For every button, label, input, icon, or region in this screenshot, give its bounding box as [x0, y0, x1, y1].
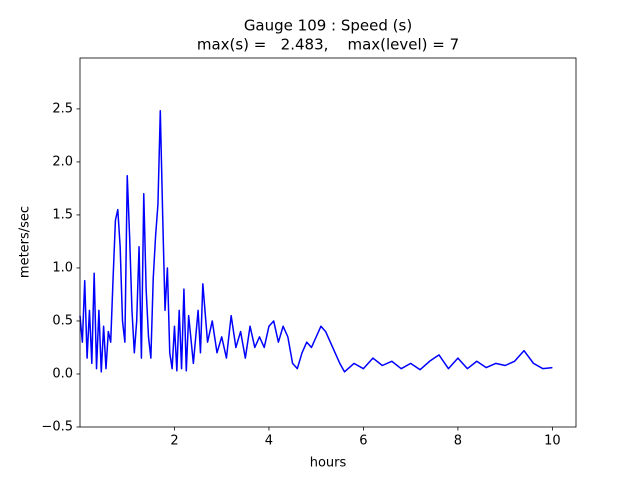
- chart-title: Gauge 109 : Speed (s): [244, 17, 412, 35]
- y-axis-label: meters/sec: [18, 206, 33, 278]
- x-axis-label: hours: [310, 456, 347, 471]
- x-tick-label: 10: [544, 434, 561, 449]
- x-tick-label: 6: [359, 434, 367, 449]
- y-tick-label: 0.0: [52, 366, 73, 381]
- y-tick-label: 2.0: [52, 154, 73, 169]
- x-tick-label: 2: [170, 434, 178, 449]
- y-tick-label: 2.5: [52, 101, 73, 116]
- x-tick-label: 8: [454, 434, 462, 449]
- data-line: [79, 109, 553, 373]
- plot-frame: [79, 57, 577, 428]
- y-tick-label: 1.0: [52, 260, 73, 275]
- y-tick-label: 0.5: [52, 313, 73, 328]
- y-tick-label: 1.5: [52, 207, 73, 222]
- y-tick-label: −0.5: [41, 420, 73, 435]
- x-tick-label: 4: [265, 434, 273, 449]
- chart-subtitle: max(s) = 2.483, max(level) = 7: [197, 36, 459, 54]
